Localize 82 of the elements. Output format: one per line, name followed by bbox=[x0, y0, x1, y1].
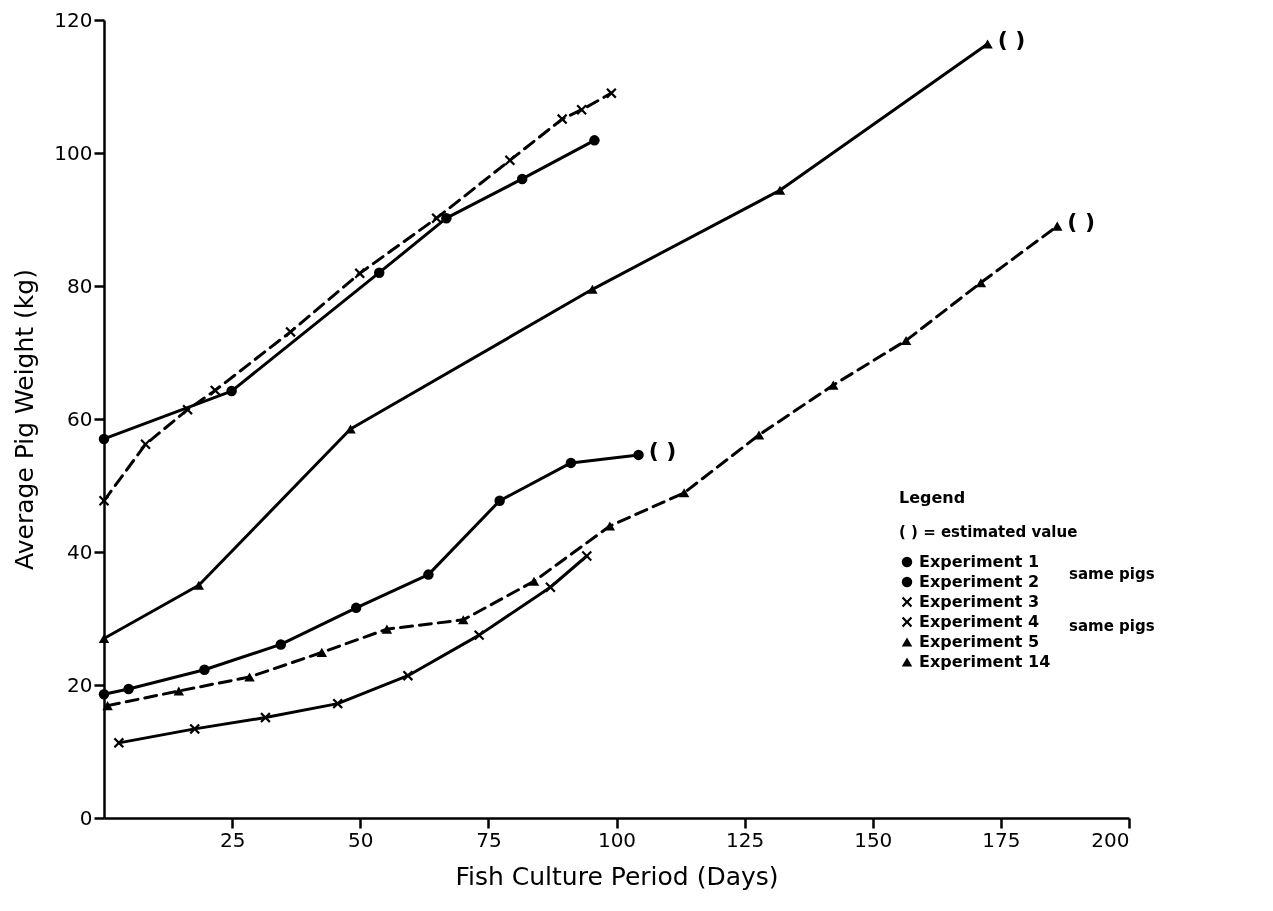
legend-title: Legend bbox=[899, 488, 966, 507]
point bbox=[431, 212, 442, 224]
point bbox=[173, 686, 185, 696]
point bbox=[576, 104, 587, 116]
point bbox=[975, 278, 987, 288]
point bbox=[140, 439, 151, 450]
point bbox=[98, 495, 110, 507]
point bbox=[98, 433, 110, 445]
y-axis-title: Average Pig Weight (kg) bbox=[10, 269, 40, 570]
point bbox=[774, 185, 786, 195]
x-tick-label: 100 bbox=[597, 827, 637, 852]
legend-label: Experiment 3 bbox=[919, 592, 1040, 611]
point bbox=[1052, 221, 1063, 231]
y-tick-label: 80 bbox=[67, 273, 93, 298]
x-tick-label: 75 bbox=[476, 827, 502, 852]
x-tick-label: 150 bbox=[854, 827, 893, 852]
annotation: ( ) bbox=[1067, 209, 1096, 235]
point bbox=[504, 155, 516, 166]
legend-label: Experiment 14 bbox=[919, 652, 1051, 671]
point bbox=[581, 550, 593, 562]
point bbox=[423, 569, 434, 580]
x-tick-label: 125 bbox=[726, 827, 765, 852]
y-tick-label: 60 bbox=[67, 406, 93, 431]
point bbox=[285, 326, 296, 338]
y-tick-label: 100 bbox=[54, 140, 93, 165]
point bbox=[189, 723, 200, 735]
point bbox=[98, 633, 110, 643]
point bbox=[633, 449, 644, 461]
legend-label: Experiment 1 bbox=[919, 552, 1040, 571]
point bbox=[102, 701, 113, 711]
point bbox=[402, 670, 414, 681]
y-tick-label: 40 bbox=[67, 539, 93, 564]
y-tick-label: 120 bbox=[54, 7, 93, 32]
annotation: ( ) bbox=[997, 26, 1026, 52]
annotation: same pigs bbox=[1069, 617, 1155, 635]
point bbox=[589, 135, 600, 146]
point bbox=[354, 268, 365, 279]
point bbox=[982, 39, 993, 49]
point bbox=[199, 664, 210, 675]
point bbox=[528, 576, 540, 586]
x-tick-label: 175 bbox=[982, 827, 1021, 852]
point bbox=[193, 580, 205, 590]
point bbox=[828, 380, 839, 390]
point bbox=[226, 385, 237, 397]
point bbox=[113, 737, 125, 749]
point bbox=[98, 689, 110, 700]
point bbox=[209, 385, 221, 396]
point bbox=[556, 113, 568, 125]
point bbox=[516, 173, 528, 185]
point bbox=[345, 424, 356, 434]
point bbox=[678, 488, 690, 498]
point bbox=[182, 404, 193, 415]
y-tick-label: 0 bbox=[79, 805, 93, 830]
point bbox=[350, 602, 362, 614]
point bbox=[441, 212, 452, 224]
point bbox=[900, 335, 912, 346]
x-tick-label: 50 bbox=[348, 827, 374, 852]
point bbox=[244, 672, 255, 682]
legend-label: Experiment 5 bbox=[919, 632, 1040, 651]
x-axis-title: Fish Culture Period (Days) bbox=[455, 861, 779, 891]
x-tick-label: 25 bbox=[219, 827, 246, 852]
point bbox=[545, 582, 556, 593]
point bbox=[373, 267, 385, 278]
point bbox=[587, 284, 598, 294]
annotation: same pigs bbox=[1069, 565, 1155, 583]
point bbox=[458, 615, 469, 625]
point bbox=[565, 457, 577, 469]
point bbox=[494, 495, 505, 507]
annotation: ( ) bbox=[648, 437, 677, 463]
legend-label: Experiment 2 bbox=[919, 572, 1040, 591]
point bbox=[260, 712, 271, 723]
x-tick-label: 200 bbox=[1091, 827, 1130, 852]
legend-label: Experiment 4 bbox=[919, 612, 1040, 631]
y-tick-label: 20 bbox=[67, 672, 93, 697]
point bbox=[275, 639, 287, 650]
annotation: ( ) = estimated value bbox=[899, 523, 1078, 541]
point bbox=[123, 683, 134, 695]
point bbox=[316, 647, 328, 657]
point bbox=[332, 698, 343, 709]
point bbox=[381, 624, 393, 634]
point bbox=[473, 629, 485, 641]
point bbox=[606, 87, 617, 99]
